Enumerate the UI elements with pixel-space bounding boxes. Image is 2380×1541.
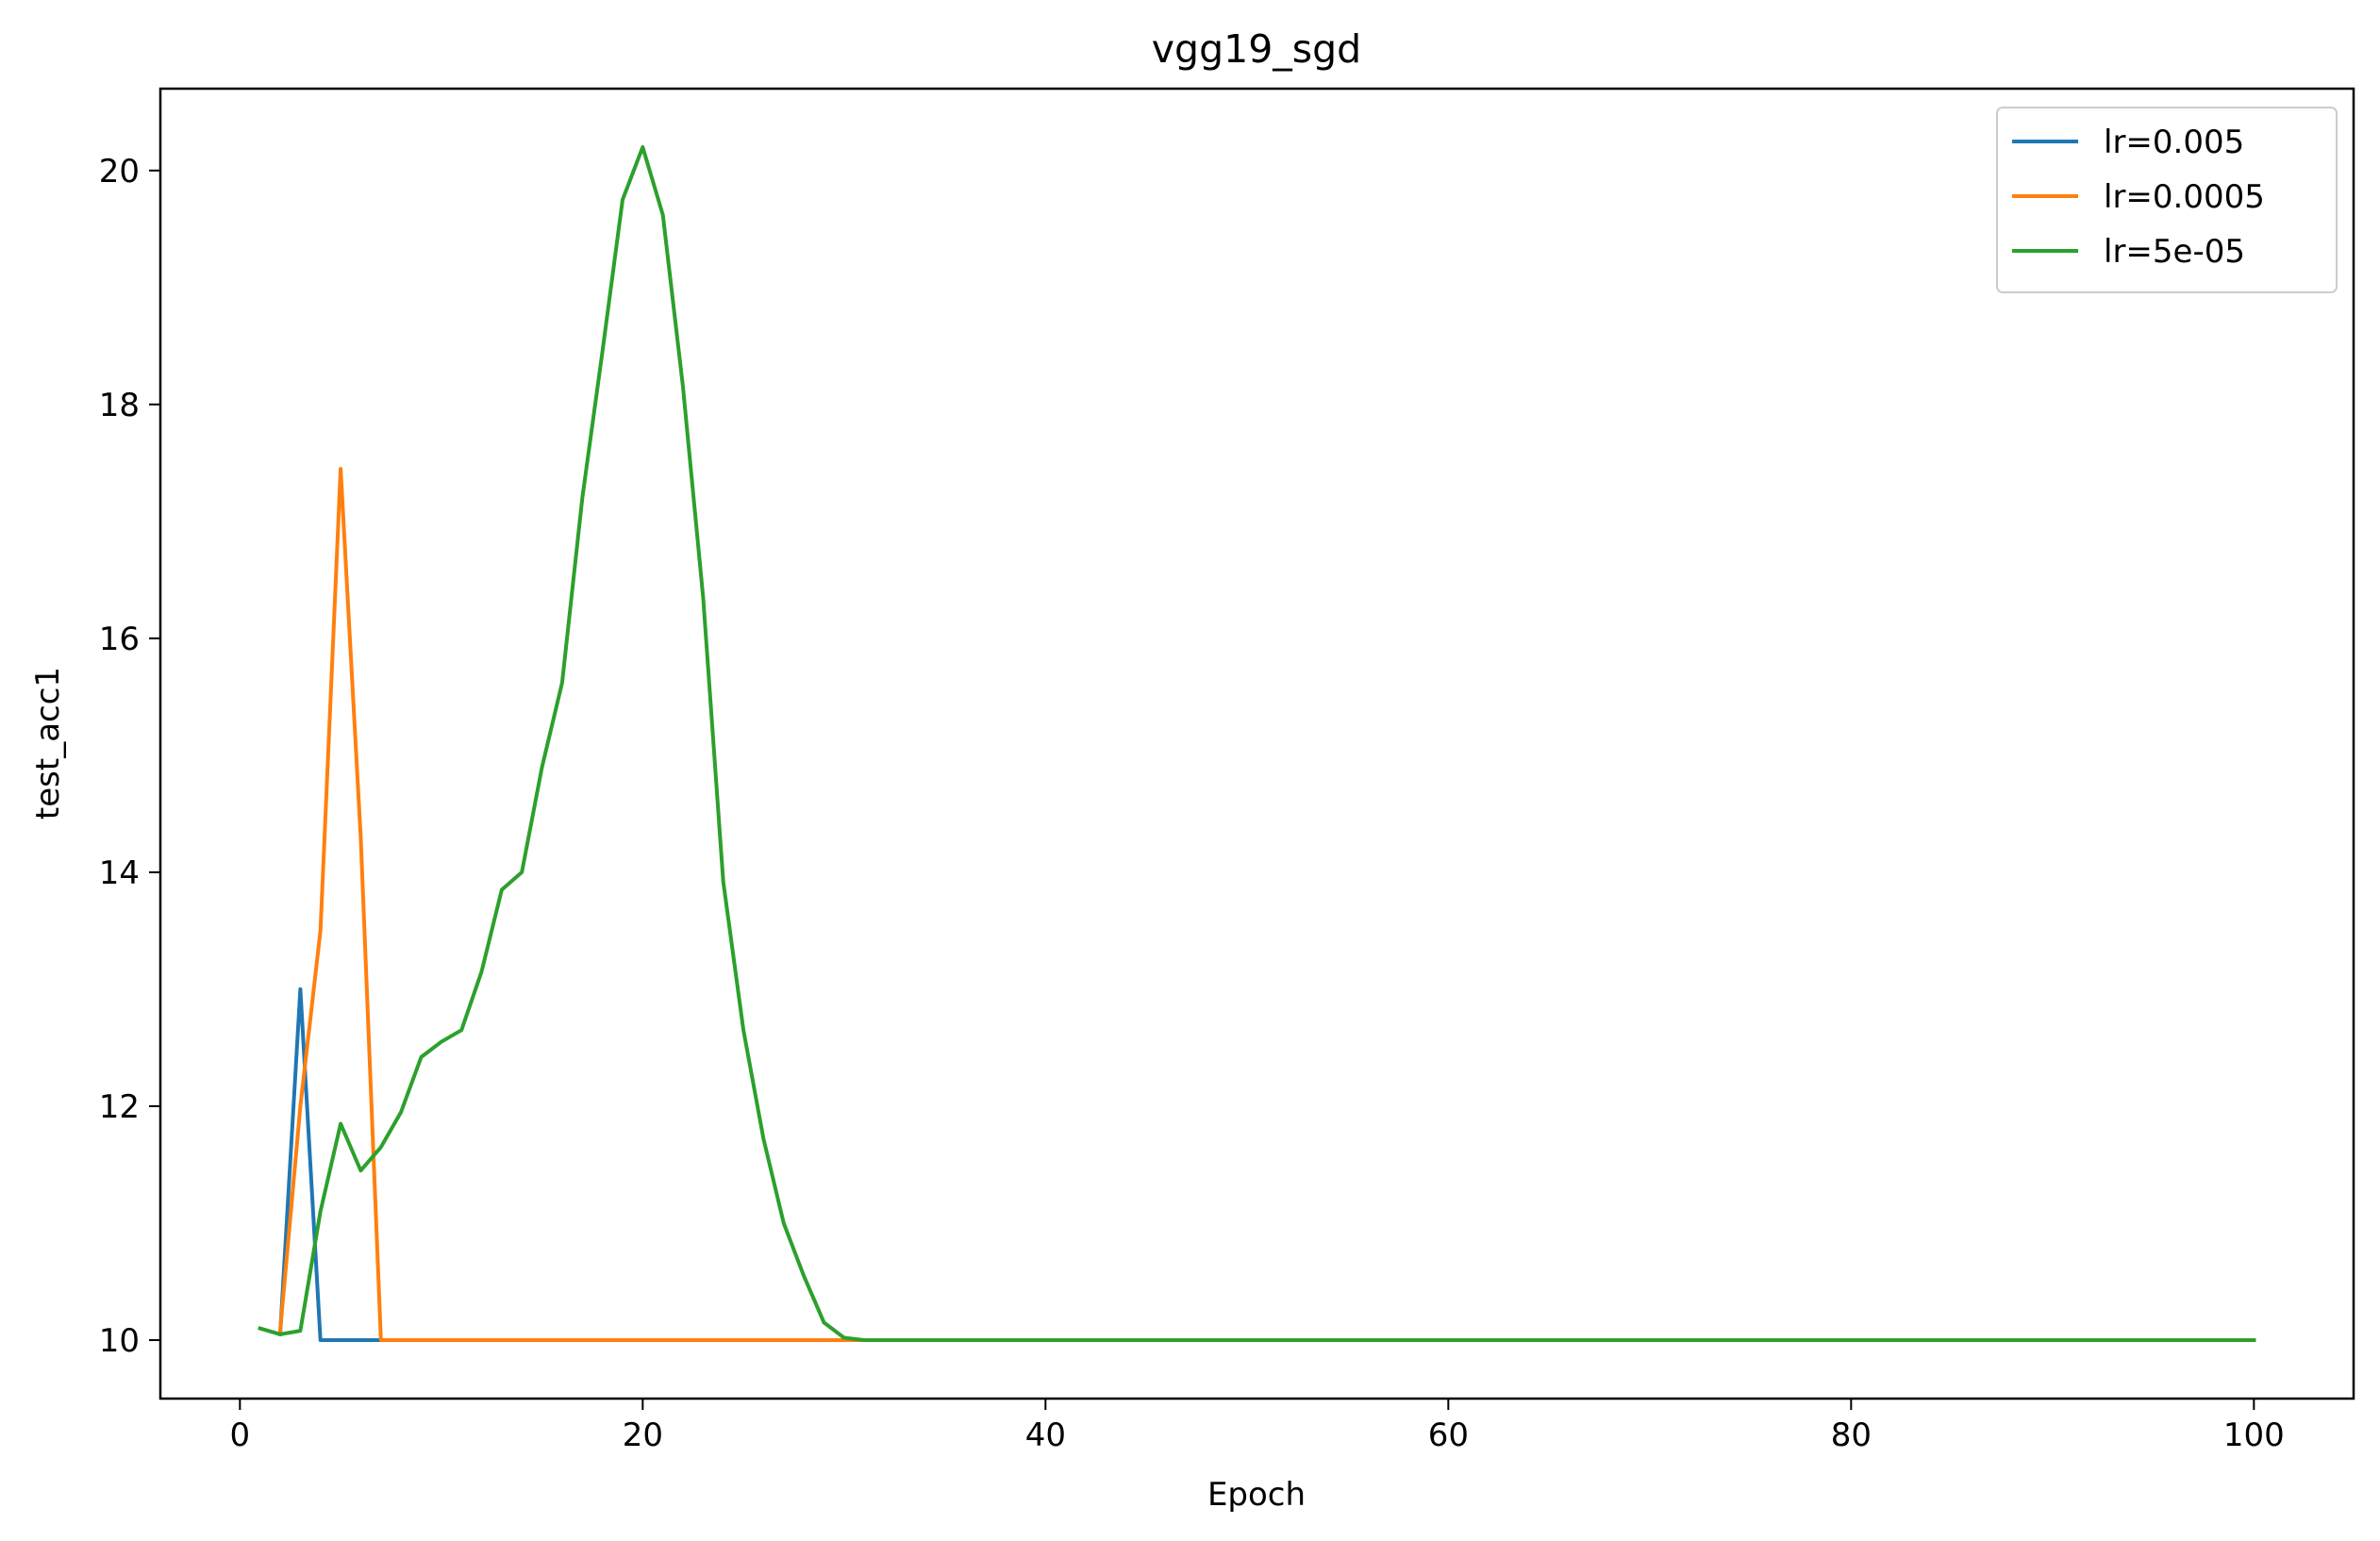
y-axis-ticks: 10 12 14 16 18 20 [99,153,160,1360]
y-tick-label: 14 [99,854,140,892]
y-tick-label: 10 [99,1322,140,1360]
plot-frame [158,87,2355,1400]
x-tick-label: 80 [1831,1417,1872,1454]
legend-label-3: lr=5e-05 [2104,233,2245,271]
legend-label-2: lr=0.0005 [2104,178,2265,216]
series-line-2 [277,467,2256,1342]
legend-box [1996,107,2338,293]
legend: lr=0.005 lr=0.0005 lr=5e-05 [1996,107,2338,293]
x-tick-label: 0 [230,1417,251,1454]
y-tick-label: 16 [99,621,140,658]
y-tick-label: 18 [99,387,140,424]
x-tick-label: 40 [1025,1417,1066,1454]
x-tick-label: 100 [2223,1417,2285,1454]
y-tick-label: 20 [99,153,140,191]
x-axis-ticks: 0 20 40 60 80 100 [230,1399,2285,1454]
series-line-3 [258,145,2256,1342]
legend-label-1: lr=0.005 [2104,124,2244,161]
x-tick-label: 20 [623,1417,663,1454]
chart-title: vgg19_sgd [1152,26,1361,72]
y-axis-label: test_acc1 [29,667,67,820]
x-axis-label: Epoch [1207,1476,1306,1514]
y-tick-label: 12 [99,1088,140,1126]
x-tick-label: 60 [1428,1417,1469,1454]
series-layer [258,145,2256,1342]
